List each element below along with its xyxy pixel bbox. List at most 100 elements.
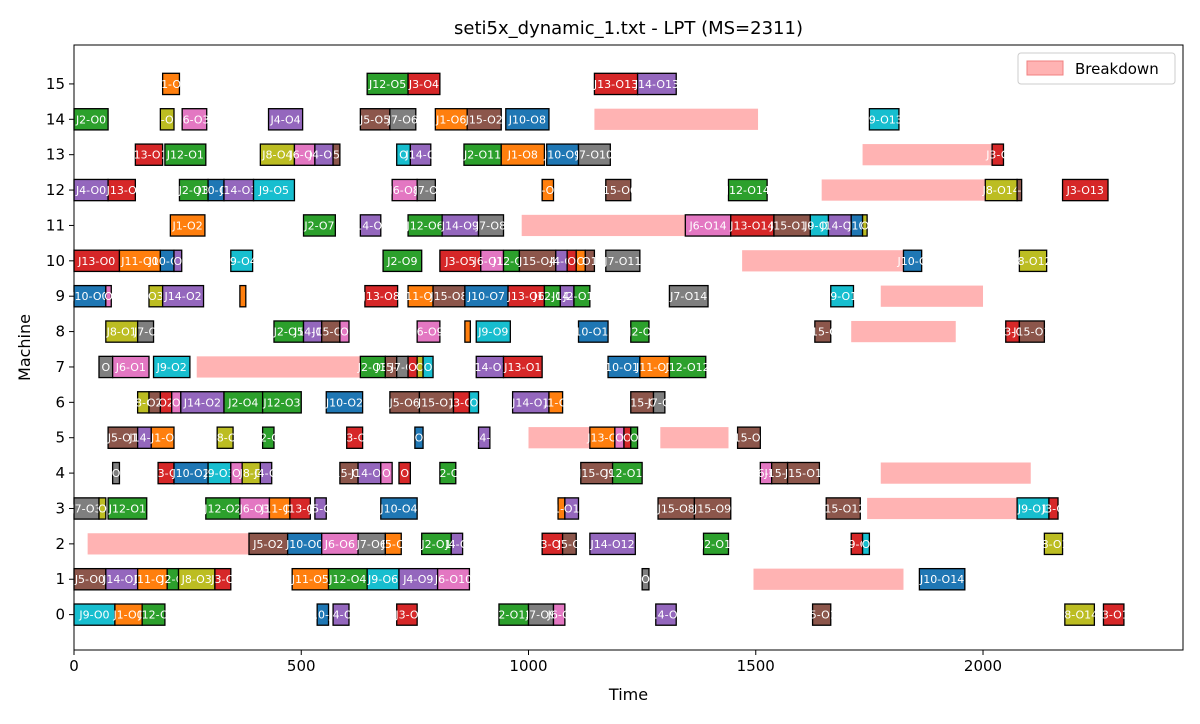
breakdown-bar-6 <box>851 320 956 343</box>
operation-48: J6-O14 <box>684 214 732 237</box>
operation-label-160: J15-O1 <box>784 467 822 480</box>
operation-112: J10-O11 <box>601 355 646 379</box>
operation-207: J10-O <box>307 603 338 626</box>
operation-74: O3 <box>148 284 164 308</box>
operation-bar-24 <box>500 143 546 166</box>
y-axis-label: Machine <box>15 314 34 381</box>
operation-bar-92 <box>339 320 350 343</box>
operation-label-16: J12-O1 <box>166 149 204 162</box>
operation-label-96: J10-O13 <box>570 326 615 339</box>
operation-192: J14-O1 <box>102 567 140 591</box>
operation-label-113: J11-O1 <box>635 361 673 374</box>
operation-label-78: J11-O5 <box>401 290 439 303</box>
operation-142: O <box>630 426 639 449</box>
operation-84: J2-O11 <box>562 284 601 308</box>
operation-130: J7-O <box>647 391 671 414</box>
operation-bar-186 <box>589 532 636 556</box>
operation-37: J15-O6 <box>599 178 637 202</box>
operation-50: J15-O10 <box>769 214 814 237</box>
operation-label-30: J2-O3 <box>178 184 209 197</box>
operation-bar-85 <box>668 284 709 308</box>
operation-200: J4-O9 <box>398 567 439 591</box>
operation-bar-157 <box>611 461 643 485</box>
operation-label-119: J14-O2 <box>183 396 221 409</box>
operation-label-180: J7-O6 <box>356 538 387 551</box>
operation-label-75: J14-O2 <box>163 290 201 303</box>
operation-label-169: J10-O4 <box>379 502 417 515</box>
operation-label-29: J13-O <box>106 184 138 197</box>
plot-frame <box>73 44 1184 651</box>
operation-bar-150 <box>259 461 273 485</box>
operation-bar-216 <box>1102 603 1125 626</box>
operation-label-124: J15-O1 <box>417 396 455 409</box>
operation-13: J10-O8 <box>505 108 550 131</box>
operation-label-136: J3-O <box>342 432 367 445</box>
operation-171: O1 <box>564 497 580 520</box>
operation-75: J14-O2 <box>161 284 205 308</box>
operation-68: O1 <box>582 249 598 273</box>
operation-label-210: J2-O12 <box>494 609 532 622</box>
operation-134: J8-O <box>213 426 237 449</box>
operation-label-141: O <box>623 432 632 445</box>
operation-160: J15-O1 <box>784 461 822 485</box>
operation-216: J3-O1 <box>1098 603 1129 626</box>
operation-81: J13-O6 <box>507 284 546 308</box>
operation-27: J3-O <box>985 143 1010 166</box>
operation-71: J8-O12 <box>1013 249 1052 273</box>
operation-label-27: J3-O <box>985 149 1010 162</box>
operation-label-192: J14-O1 <box>102 573 140 586</box>
operation-28: J4-O0 <box>73 178 109 202</box>
legend-label-breakdown: Breakdown <box>1075 60 1159 78</box>
operation-bar-84 <box>573 284 591 308</box>
operation-label-8: J4-O4 <box>269 113 300 126</box>
operation-label-191: J5-O0 <box>74 573 105 586</box>
operation-label-89: J2-O5 <box>273 326 304 339</box>
operation-label-50: J15-O10 <box>769 219 814 232</box>
operation-label-187: J2-O1 <box>700 538 731 551</box>
operation-label-140: O <box>615 432 624 445</box>
operation-label-168: J5-O <box>308 502 333 515</box>
operation-bar-20 <box>332 143 341 166</box>
operation-label-120: J2-O4 <box>227 396 258 409</box>
operation-bar-40 <box>1016 178 1023 202</box>
operation-89: J2-O5 <box>273 320 305 343</box>
operation-187: J2-O1 <box>700 532 731 556</box>
operation-label-167: J13-O <box>284 502 316 515</box>
operation-3: J13-O13 <box>593 72 639 96</box>
operation-16: J12-O1 <box>164 143 207 166</box>
operation-label-112: J10-O11 <box>601 361 646 374</box>
operation-201: J6-O10 <box>434 567 472 591</box>
operation-label-208: J4-O <box>328 609 353 622</box>
operation-label-190: J8-O1 <box>1037 538 1068 551</box>
operation-label-73: O <box>104 290 113 303</box>
operation-17: J8-O4 <box>259 143 296 166</box>
operation-bar-169 <box>380 497 418 520</box>
operation-139: J13-O <box>586 426 618 449</box>
operation-label-157: J12-O14 <box>604 467 649 480</box>
operation-bar-168 <box>314 497 327 520</box>
operation-bar-207 <box>316 603 330 626</box>
operation-137: O <box>414 426 424 449</box>
y-tick-label-12: 12 <box>46 181 65 199</box>
operation-30: J2-O3 <box>178 178 209 202</box>
y-tick-label-5: 5 <box>55 429 65 447</box>
operation-bar-183 <box>450 532 464 556</box>
operation-133: J1-O <box>150 426 175 449</box>
operation-bar-162 <box>98 497 107 520</box>
operation-114: J12-O12 <box>665 355 710 379</box>
y-tick-label-7: 7 <box>55 358 65 376</box>
operation-label-69: J7-O11 <box>603 255 641 268</box>
operation-100: J15-O1 <box>1012 320 1050 343</box>
operation-69: J7-O11 <box>603 249 641 273</box>
operation-label-71: J8-O12 <box>1013 255 1051 268</box>
operation-label-205: J1-O0 <box>112 609 143 622</box>
operation-label-41: J3-O13 <box>1066 184 1104 197</box>
operation-86: J9-O1 <box>826 284 857 308</box>
operation-label-147: J9-O3 <box>203 467 234 480</box>
operation-label-149: J8-O <box>239 467 264 480</box>
operation-bar-208 <box>332 603 350 626</box>
operation-175: J9-O1 <box>1016 497 1050 520</box>
operation-bar-94 <box>464 320 471 343</box>
operation-44: J14-O8 <box>351 214 389 237</box>
operation-label-4: J14-O13 <box>634 78 679 91</box>
